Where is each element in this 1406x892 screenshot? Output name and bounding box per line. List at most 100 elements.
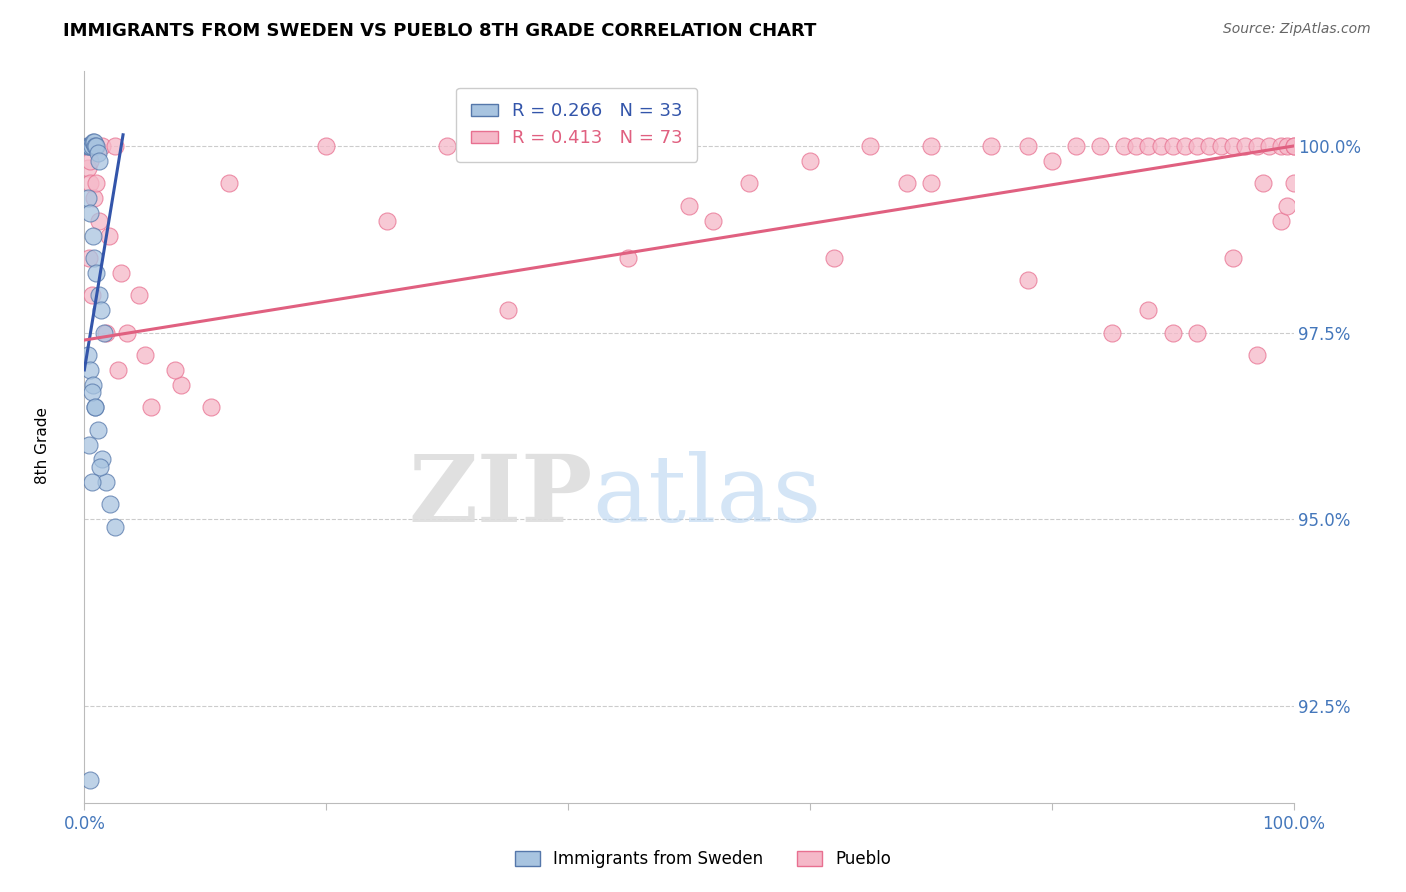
Point [200,401,222,415]
Text: 8th Grade: 8th Grade [35,408,49,484]
Point [859,139,882,153]
Point [115,326,138,340]
Point [1246,139,1268,153]
Point [86,146,108,161]
Point [79,177,101,191]
Point [1282,177,1305,191]
Point [84,401,107,415]
Point [82,228,104,243]
Point [1185,139,1208,153]
Point [799,153,821,168]
Point [86,139,108,153]
Point [97,228,120,243]
Point [80,385,103,400]
Text: IMMIGRANTS FROM SWEDEN VS PUEBLO 8TH GRADE CORRELATION CHART: IMMIGRANTS FROM SWEDEN VS PUEBLO 8TH GRA… [63,22,817,40]
Point [1137,139,1160,153]
Point [1222,139,1244,153]
Point [1246,348,1268,362]
Point [110,266,132,280]
Point [83,251,105,265]
Point [77,161,100,176]
Point [1258,139,1281,153]
Point [496,303,519,318]
Point [738,177,761,191]
Point [1064,139,1087,153]
Point [77,348,100,362]
Point [104,139,127,153]
Point [80,139,103,153]
Point [80,288,103,302]
Point [84,401,107,415]
Point [86,266,108,280]
Point [1209,139,1232,153]
Point [1017,273,1039,287]
Point [80,475,103,489]
Point [165,363,187,377]
Point [77,191,100,205]
Point [77,139,100,153]
Point [1270,213,1292,227]
Point [107,363,129,377]
Point [86,139,108,153]
Point [436,139,458,153]
Point [128,288,150,302]
Point [83,135,105,149]
Point [86,423,108,437]
Point [617,251,640,265]
Point [1282,139,1305,153]
Point [77,251,100,265]
Point [702,213,724,227]
Point [1161,326,1184,340]
Text: Source: ZipAtlas.com: Source: ZipAtlas.com [1223,22,1371,37]
Point [98,497,121,511]
Point [79,153,101,168]
Point [83,191,105,205]
Point [1101,326,1123,340]
Point [1040,153,1063,168]
Point [1270,139,1292,153]
Point [91,452,114,467]
Point [920,139,942,153]
Point [89,459,111,474]
Point [104,519,127,533]
Point [79,206,101,220]
Point [896,177,918,191]
Point [1277,139,1299,153]
Point [1198,139,1220,153]
Point [1222,251,1244,265]
Point [86,177,108,191]
Point [76,139,98,153]
Point [87,288,110,302]
Point [1088,139,1111,153]
Point [1185,326,1208,340]
Point [1253,177,1275,191]
Point [823,251,845,265]
Point [1137,303,1160,318]
Point [87,213,110,227]
Point [79,139,101,153]
Point [1114,139,1136,153]
Point [557,139,579,153]
Point [139,401,162,415]
Text: ZIP: ZIP [408,450,592,541]
Point [170,377,193,392]
Point [678,199,700,213]
Legend: Immigrants from Sweden, Pueblo: Immigrants from Sweden, Pueblo [509,844,897,875]
Point [315,139,337,153]
Point [91,139,114,153]
Point [1125,139,1147,153]
Point [134,348,156,362]
Point [82,135,104,149]
Point [1234,139,1257,153]
Point [94,475,117,489]
Point [1161,139,1184,153]
Point [920,177,942,191]
Point [87,153,110,168]
Point [375,213,398,227]
Point [84,139,107,153]
Point [82,377,104,392]
Point [218,177,240,191]
Point [1282,139,1305,153]
Point [1017,139,1039,153]
Point [94,326,117,340]
